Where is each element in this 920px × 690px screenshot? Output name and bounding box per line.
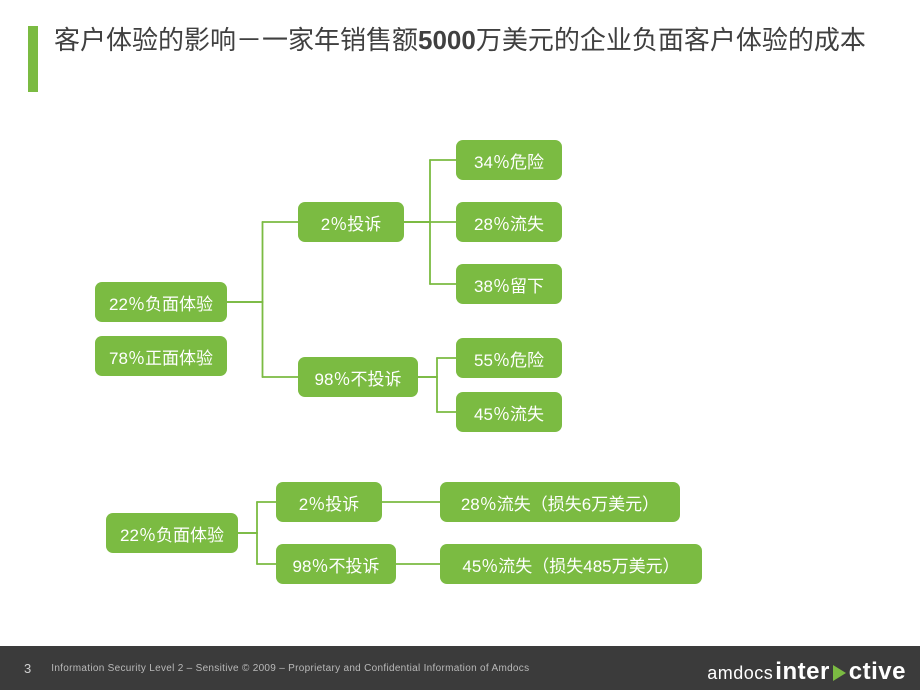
node-neg-exp-2: 22％负面体验 [106,513,238,553]
brand-inter: inter [775,658,830,686]
footer-text: Information Security Level 2 – Sensitive… [51,663,529,674]
title-bold: 5000 [418,25,476,55]
node-loss-b: 45％流失（损失485万美元） [440,544,702,584]
page-number: 3 [24,661,31,676]
node-loss2: 45％流失 [456,392,562,432]
node-pos-exp: 78％正面体验 [95,336,227,376]
diagram-canvas: 22％负面体验 78％正面体验 2％投诉 98％不投诉 34％危险 28％流失 38％留下 5… [0,120,920,620]
brand-triangle-icon [833,665,846,681]
node-no-complain: 98％不投诉 [298,357,418,397]
node-loss1: 28％流失 [456,202,562,242]
brand-amdocs: amdocs [707,663,773,684]
title-block: 客户体验的影响－一家年销售额5000万美元的企业负面客户体验的成本 [28,22,880,58]
node-complain: 2％投诉 [298,202,404,242]
node-complain-2: 2％投诉 [276,482,382,522]
brand-logo: amdocs inter ctive [707,658,906,686]
node-risk1: 34％危险 [456,140,562,180]
title-pre: 客户体验的影响－一家年销售额 [54,25,418,55]
node-neg-exp: 22％负面体验 [95,282,227,322]
title-post: 万美元的企业负面客户体验的成本 [476,25,866,55]
slide: 客户体验的影响－一家年销售额5000万美元的企业负面客户体验的成本 22％负面体… [0,0,920,690]
node-stay1: 38％留下 [456,264,562,304]
page-title: 客户体验的影响－一家年销售额5000万美元的企业负面客户体验的成本 [54,22,880,58]
node-risk2: 55％危险 [456,338,562,378]
accent-bar [28,26,38,92]
brand-ctive: ctive [849,658,906,686]
node-loss-a: 28％流失（损失6万美元） [440,482,680,522]
node-no-complain-2: 98％不投诉 [276,544,396,584]
footer-bar: 3 Information Security Level 2 – Sensiti… [0,646,920,690]
